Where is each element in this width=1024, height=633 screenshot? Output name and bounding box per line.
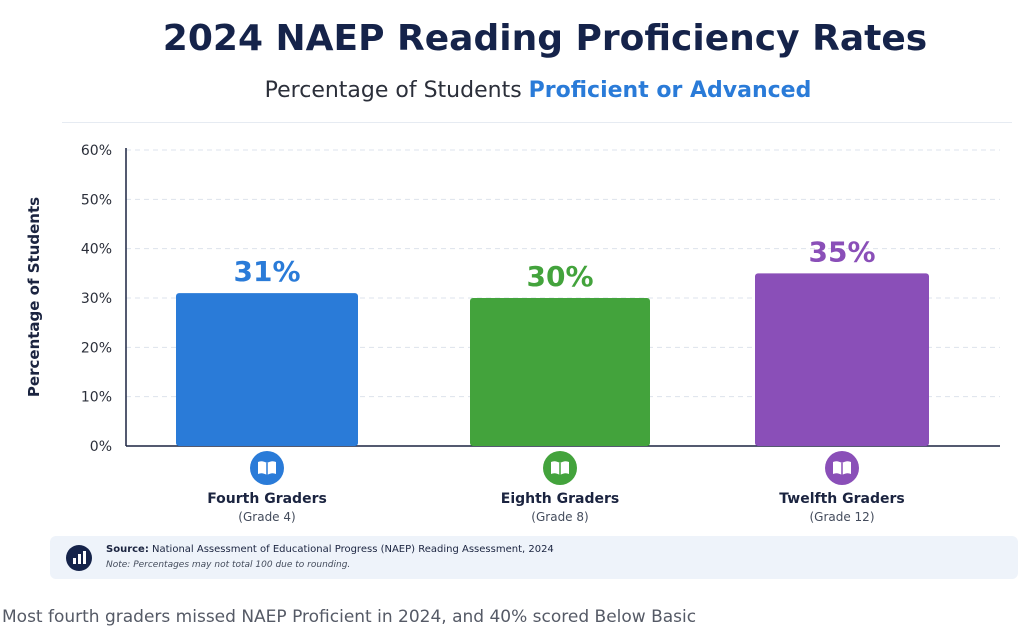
source-text: National Assessment of Educational Progr…	[148, 544, 554, 555]
bar	[470, 298, 650, 446]
category-name: Eighth Graders	[500, 491, 620, 507]
source-label: Source:	[106, 544, 149, 555]
bar-value-label: 30%	[526, 260, 593, 293]
open-book-icon	[250, 451, 284, 485]
y-tick-label: 20%	[81, 340, 112, 356]
y-tick-label: 40%	[81, 242, 112, 258]
bar-chart-icon	[66, 545, 92, 571]
category-name: Twelfth Graders	[779, 491, 905, 507]
category-sublabel: (Grade 4)	[238, 510, 296, 524]
source-line: Source: National Assessment of Education…	[106, 544, 554, 555]
source-box: Source: National Assessment of Education…	[50, 536, 1018, 579]
category-label: Fourth Graders (Grade 4)	[147, 491, 387, 524]
category-name: Fourth Graders	[207, 491, 327, 507]
chart-subtitle: Percentage of Students Proficient or Adv…	[0, 78, 1024, 103]
y-tick-label: 10%	[81, 390, 112, 406]
subtitle-highlight: Proficient or Advanced	[528, 78, 812, 103]
source-note: Note: Percentages may not total 100 due …	[106, 560, 351, 570]
bar-chart: 0% 10% 20% 30% 40% 50% 60% Percentage of Studen…	[25, 143, 1000, 455]
y-tick-label: 60%	[81, 143, 112, 159]
image-caption: Most fourth graders missed NAEP Proficie…	[2, 607, 697, 627]
chart-title: 2024 NAEP Reading Proficiency Rates	[162, 18, 928, 59]
y-tick-label: 0%	[90, 439, 112, 455]
bar-value-label: 35%	[808, 235, 875, 268]
y-axis-title: Percentage of Students	[25, 197, 43, 397]
bar	[176, 293, 358, 446]
category-label: Eighth Graders (Grade 8)	[440, 491, 680, 524]
subtitle-prefix: Percentage of Students	[264, 78, 529, 103]
title-divider	[62, 122, 1012, 123]
open-book-icon	[825, 451, 859, 485]
y-tick-label: 50%	[81, 192, 112, 208]
category-sublabel: (Grade 12)	[809, 510, 875, 524]
y-tick-label: 30%	[81, 291, 112, 307]
chart-card: 2024 NAEP Reading Proficiency Rates Perc…	[0, 18, 1024, 579]
open-book-icon	[543, 451, 577, 485]
bar	[755, 273, 929, 446]
bar-value-label: 31%	[233, 255, 300, 288]
category-label: Twelfth Graders (Grade 12)	[722, 491, 962, 524]
category-sublabel: (Grade 8)	[531, 510, 589, 524]
